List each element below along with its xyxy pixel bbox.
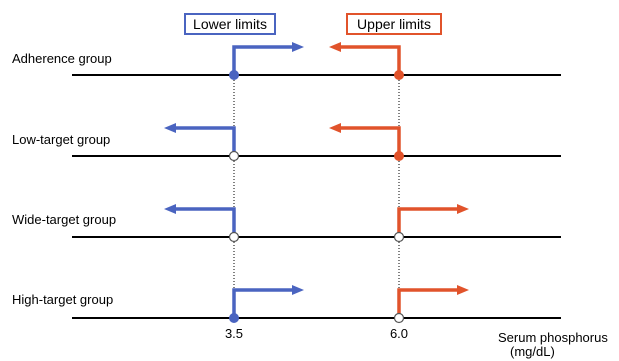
- wide-target-group-lower-point: [228, 231, 240, 243]
- group-label-low-target: Low-target group: [12, 132, 110, 147]
- axis-label-line2: (mg/dL): [510, 344, 555, 359]
- axis-label-line1: Serum phosphorus: [498, 330, 608, 345]
- low-target-group-lower-arrow: [176, 126, 236, 156]
- adherence-group-lower-arrow: [232, 45, 292, 75]
- group-label-high-target: High-target group: [12, 292, 113, 307]
- low-target-group-upper-arrow: [341, 126, 401, 156]
- adherence-group-lower-arrowhead: [292, 42, 304, 52]
- adherence-group-upper-arrowhead: [329, 42, 341, 52]
- wide-target-group-lower-arrowhead: [164, 204, 176, 214]
- high-target-group-lower-point: [229, 313, 239, 323]
- high-target-group-upper-arrow: [397, 288, 457, 318]
- tick-label-lower: 3.5: [225, 326, 243, 341]
- adherence-group-upper-point: [394, 70, 404, 80]
- adherence-group-upper-arrow: [341, 45, 401, 75]
- low-target-group-upper-point: [394, 151, 404, 161]
- tick-label-upper: 6.0: [390, 326, 408, 341]
- upper-limits-legend: Upper limits: [346, 13, 442, 35]
- wide-target-group-upper-arrowhead: [457, 204, 469, 214]
- adherence-group-lower-point: [229, 70, 239, 80]
- lower-limits-legend: Lower limits: [184, 13, 276, 35]
- low-target-group-lower-arrowhead: [164, 123, 176, 133]
- low-target-group-lower-point: [228, 150, 240, 162]
- wide-target-group-upper-arrow: [397, 207, 457, 237]
- high-target-group-upper-arrowhead: [457, 285, 469, 295]
- group-label-adherence: Adherence group: [12, 51, 112, 66]
- group-label-wide-target: Wide-target group: [12, 212, 116, 227]
- low-target-group-upper-arrowhead: [329, 123, 341, 133]
- high-target-group-lower-arrowhead: [292, 285, 304, 295]
- wide-target-group-upper-point: [393, 231, 405, 243]
- high-target-group-upper-point: [393, 312, 405, 324]
- high-target-group-lower-arrow: [232, 288, 292, 318]
- wide-target-group-lower-arrow: [176, 207, 236, 237]
